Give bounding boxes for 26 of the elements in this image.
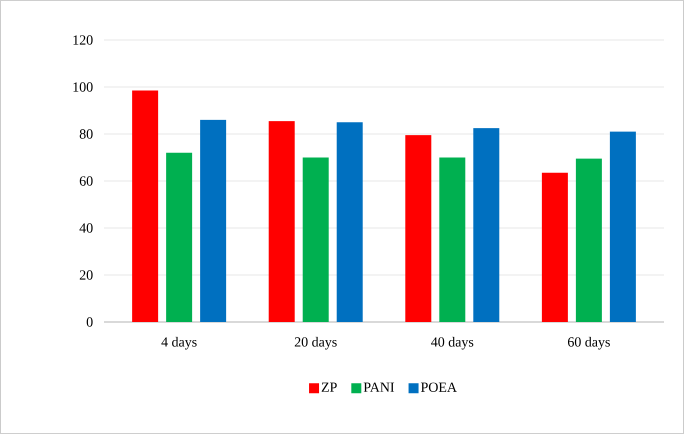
bar [610,132,636,322]
x-tick-label: 4 days [161,336,197,350]
legend-label: ZP [322,382,337,392]
x-tick-label: 60 days [568,336,610,350]
bar [132,90,158,322]
y-tick-label: 20 [80,270,93,280]
y-tick-label: 40 [79,223,93,233]
x-tick-label: 40 days [431,336,474,350]
bar [166,152,192,322]
y-tick-label: 60 [80,176,93,186]
bar [439,157,466,322]
bar [576,158,602,322]
y-tick-label: 100 [73,82,93,92]
bar [268,121,295,322]
bar [336,122,363,322]
y-tick-label: 120 [73,35,93,45]
bar [200,120,226,322]
bar [473,128,500,322]
legend-label: PANI [364,382,394,392]
y-tick-label: 80 [80,129,93,139]
bar [302,157,329,322]
legend-label: POEA [420,382,457,392]
x-tick-label: 20 days [294,336,337,350]
bar [542,172,568,322]
bar [405,135,432,322]
y-tick-label: 0 [86,317,93,327]
